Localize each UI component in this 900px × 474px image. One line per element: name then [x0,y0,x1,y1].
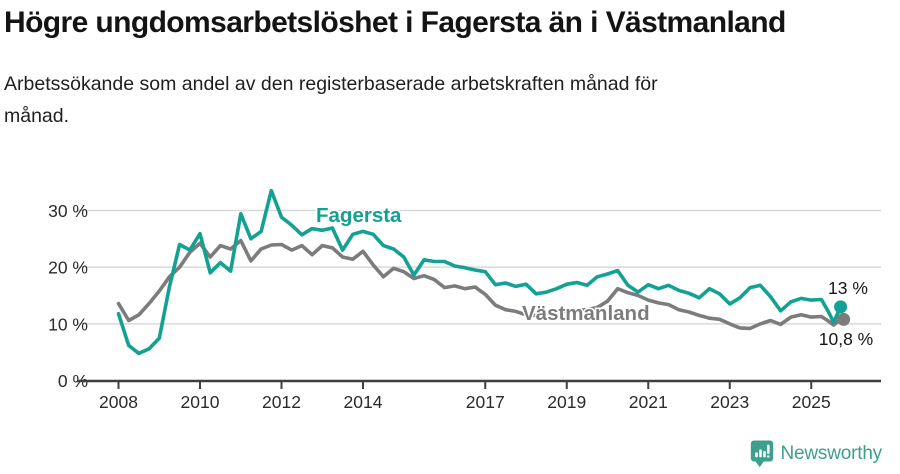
newsworthy-logo-icon [750,440,773,468]
x-axis-label-2023: 2023 [710,392,749,412]
fagersta-line [116,188,843,356]
newsworthy-logo: Newsworthy [750,440,882,468]
logo-pin-shape [750,440,773,468]
vastmanland-end-value-label: 10,8 % [819,329,873,349]
x-axis-label-2008: 2008 [99,392,138,412]
x-axis-label-2012: 2012 [262,392,301,412]
x-axis-label-2017: 2017 [466,392,505,412]
vastmanland-line [116,238,843,331]
y-axis-label-20: 20 % [48,258,88,278]
x-axis-label-2014: 2014 [344,392,383,412]
y-axis-label-0: 0 % [58,371,88,391]
logo-bar2 [758,449,762,458]
chart-title: Högre ungdomsarbetslöshet i Fagersta än … [4,6,786,39]
fagersta-end-value-label: 13 % [828,278,868,298]
fagersta-series-label: Fagersta [316,204,402,227]
x-axis-label-2025: 2025 [792,392,831,412]
x-axis-label-2019: 2019 [547,392,586,412]
chart-subtitle-line1: Arbetssökande som andel av den registerb… [4,73,658,95]
vastmanland-series-label: Västmanland [522,302,650,325]
vastmanland-end-dot [837,312,851,326]
x-axis-label-2010: 2010 [181,392,220,412]
fagersta-end-dot [834,300,848,314]
chart-subtitle-line2: månad. [4,105,70,127]
logo-bar1 [754,452,758,458]
logo-bar3 [762,451,766,458]
y-axis-label-30: 30 % [48,201,88,221]
logo-exclamation-bar [766,444,770,454]
x-axis-label-2021: 2021 [629,392,668,412]
newsworthy-logo-text: Newsworthy [780,443,883,464]
logo-exclamation-dot [766,455,770,458]
y-axis-label-10: 10 % [48,314,88,334]
chart-subtitle: Arbetssökande som andel av den registerb… [4,68,864,132]
